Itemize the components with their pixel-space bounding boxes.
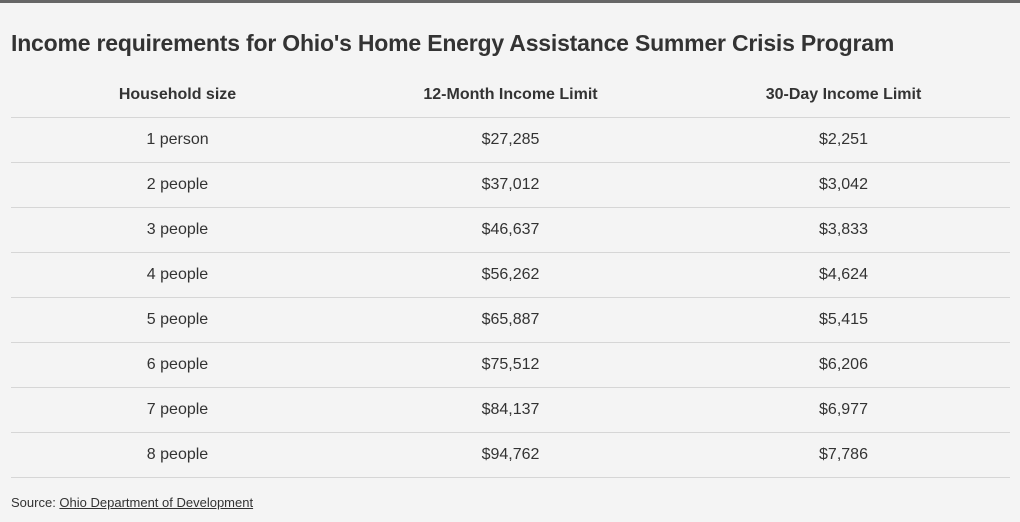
table-row: 4 people $56,262 $4,624 xyxy=(11,252,1010,298)
12-month-limit-cell: $46,637 xyxy=(344,207,677,253)
30-day-limit-cell: $3,833 xyxy=(677,207,1010,253)
income-table: Household size 12-Month Income Limit 30-… xyxy=(11,72,1010,478)
household-size-cell: 8 people xyxy=(11,432,344,478)
table-row: 5 people $65,887 $5,415 xyxy=(11,297,1010,343)
household-size-cell: 1 person xyxy=(11,117,344,163)
30-day-limit-cell: $6,206 xyxy=(677,342,1010,388)
table-row: 3 people $46,637 $3,833 xyxy=(11,207,1010,253)
household-size-cell: 3 people xyxy=(11,207,344,253)
30-day-limit-cell: $2,251 xyxy=(677,117,1010,163)
30-day-limit-cell: $5,415 xyxy=(677,297,1010,343)
30-day-limit-cell: $6,977 xyxy=(677,387,1010,433)
source-prefix: Source: xyxy=(11,495,60,510)
12-month-limit-cell: $65,887 xyxy=(344,297,677,343)
household-size-cell: 6 people xyxy=(11,342,344,388)
12-month-limit-cell: $37,012 xyxy=(344,162,677,208)
household-size-cell: 5 people xyxy=(11,297,344,343)
household-size-cell: 4 people xyxy=(11,252,344,298)
12-month-limit-cell: $27,285 xyxy=(344,117,677,163)
30-day-limit-cell: $7,786 xyxy=(677,432,1010,478)
30-day-limit-cell: $4,624 xyxy=(677,252,1010,298)
top-rule xyxy=(0,0,1020,3)
column-header-12-month-limit: 12-Month Income Limit xyxy=(344,72,677,118)
table-row: 2 people $37,012 $3,042 xyxy=(11,162,1010,208)
column-header-household-size: Household size xyxy=(11,72,344,118)
household-size-cell: 7 people xyxy=(11,387,344,433)
table-row: 6 people $75,512 $6,206 xyxy=(11,342,1010,388)
column-header-30-day-limit: 30-Day Income Limit xyxy=(677,72,1010,118)
source-link[interactable]: Ohio Department of Development xyxy=(59,495,254,510)
household-size-cell: 2 people xyxy=(11,162,344,208)
12-month-limit-cell: $75,512 xyxy=(344,342,677,388)
table-row: 8 people $94,762 $7,786 xyxy=(11,432,1010,478)
table-row: 1 person $27,285 $2,251 xyxy=(11,117,1010,163)
12-month-limit-cell: $94,762 xyxy=(344,432,677,478)
source-note: Source: Ohio Department of Development xyxy=(11,495,253,510)
header-row: Household size 12-Month Income Limit 30-… xyxy=(11,72,1010,118)
12-month-limit-cell: $84,137 xyxy=(344,387,677,433)
30-day-limit-cell: $3,042 xyxy=(677,162,1010,208)
12-month-limit-cell: $56,262 xyxy=(344,252,677,298)
table-row: 7 people $84,137 $6,977 xyxy=(11,387,1010,433)
table-title: Income requirements for Ohio's Home Ener… xyxy=(11,30,895,56)
